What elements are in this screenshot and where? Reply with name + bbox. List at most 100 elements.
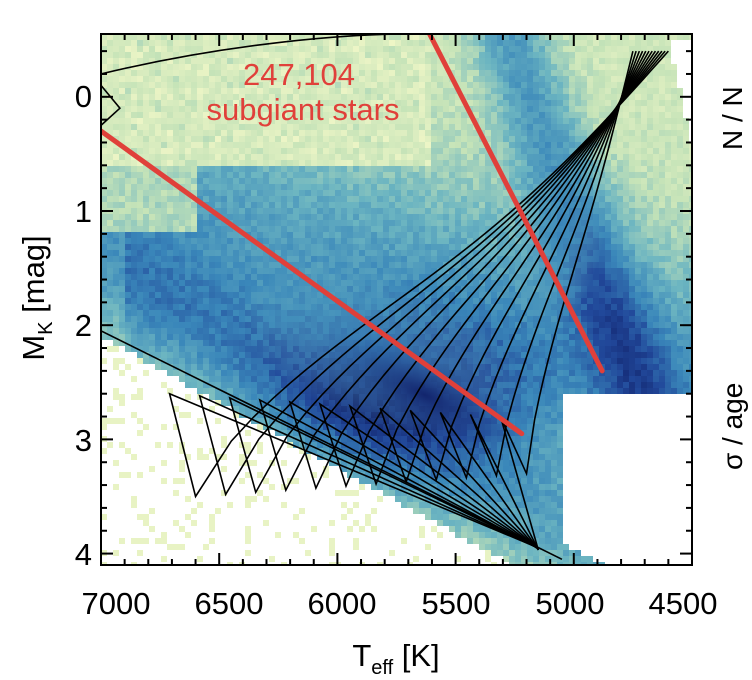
density-cell <box>269 148 275 154</box>
density-cell <box>533 148 539 154</box>
density-cell <box>491 88 497 94</box>
density-cell <box>479 70 485 76</box>
density-cell <box>617 334 623 340</box>
density-cell <box>605 232 611 238</box>
density-cell <box>179 82 185 88</box>
density-cell <box>281 130 287 136</box>
density-cell <box>419 124 425 130</box>
density-cell <box>659 328 665 334</box>
density-cell <box>209 88 215 94</box>
density-cell <box>557 124 563 130</box>
density-cell <box>155 34 161 40</box>
density-cell <box>305 112 311 118</box>
density-cell <box>263 112 269 118</box>
density-cell <box>647 118 653 124</box>
density-cell <box>311 244 317 250</box>
density-cell <box>131 88 137 94</box>
density-cell <box>299 76 305 82</box>
density-cell <box>155 202 161 208</box>
density-cell <box>167 274 173 280</box>
density-cell <box>185 244 191 250</box>
density-cell <box>437 34 443 40</box>
density-cell <box>353 238 359 244</box>
density-cell <box>515 172 521 178</box>
density-cell <box>671 316 677 322</box>
density-cell <box>221 232 227 238</box>
density-cell <box>299 52 305 58</box>
density-cell <box>509 316 515 322</box>
density-cell <box>617 142 623 148</box>
density-cell <box>305 34 311 40</box>
density-cell <box>221 262 227 268</box>
density-cell <box>413 220 419 226</box>
density-cell <box>179 190 185 196</box>
density-cell <box>245 106 251 112</box>
density-cell <box>455 238 461 244</box>
density-cell <box>353 130 359 136</box>
density-cell <box>119 226 125 232</box>
density-cell <box>599 82 605 88</box>
density-cell <box>683 262 689 268</box>
density-cell <box>623 334 629 340</box>
density-cell <box>293 208 299 214</box>
density-cell <box>233 298 239 304</box>
density-cell <box>269 100 275 106</box>
density-cell <box>179 334 185 340</box>
density-cell <box>179 328 185 334</box>
density-cell <box>599 250 605 256</box>
density-cell <box>407 106 413 112</box>
density-cell <box>131 184 137 190</box>
density-cell <box>137 268 143 274</box>
density-cell <box>185 88 191 94</box>
density-cell <box>179 46 185 52</box>
density-cell <box>623 136 629 142</box>
density-cell <box>617 244 623 250</box>
density-cell <box>161 124 167 130</box>
density-cell <box>521 154 527 160</box>
density-cell <box>335 178 341 184</box>
density-cell <box>629 178 635 184</box>
density-cell <box>167 166 173 172</box>
density-cell <box>461 118 467 124</box>
density-cell <box>611 304 617 310</box>
density-cell <box>233 316 239 322</box>
density-cell <box>527 94 533 100</box>
density-cell <box>365 232 371 238</box>
density-cell <box>185 100 191 106</box>
density-cell <box>623 160 629 166</box>
density-cell <box>347 208 353 214</box>
density-cell <box>509 214 515 220</box>
density-cell <box>479 238 485 244</box>
density-cell <box>185 172 191 178</box>
density-cell <box>131 328 137 334</box>
density-cell <box>293 118 299 124</box>
density-cell <box>335 256 341 262</box>
density-cell <box>419 94 425 100</box>
density-cell <box>317 34 323 40</box>
density-cell <box>173 34 179 40</box>
density-cell <box>653 268 659 274</box>
density-cell <box>599 118 605 124</box>
density-cell <box>275 76 281 82</box>
density-cell <box>401 220 407 226</box>
density-cell <box>335 106 341 112</box>
density-cell <box>215 244 221 250</box>
density-cell <box>371 208 377 214</box>
density-cell <box>113 34 119 40</box>
density-cell <box>131 292 137 298</box>
density-cell <box>143 256 149 262</box>
density-cell <box>401 190 407 196</box>
density-cell <box>611 196 617 202</box>
density-cell <box>551 112 557 118</box>
density-cell <box>413 262 419 268</box>
density-cell <box>269 178 275 184</box>
density-cell <box>167 250 173 256</box>
density-cell <box>551 64 557 70</box>
density-cell <box>617 76 623 82</box>
density-cell <box>665 268 671 274</box>
density-cell <box>125 136 131 142</box>
density-cell <box>293 196 299 202</box>
density-cell <box>653 118 659 124</box>
density-cell <box>413 100 419 106</box>
density-cell <box>233 232 239 238</box>
